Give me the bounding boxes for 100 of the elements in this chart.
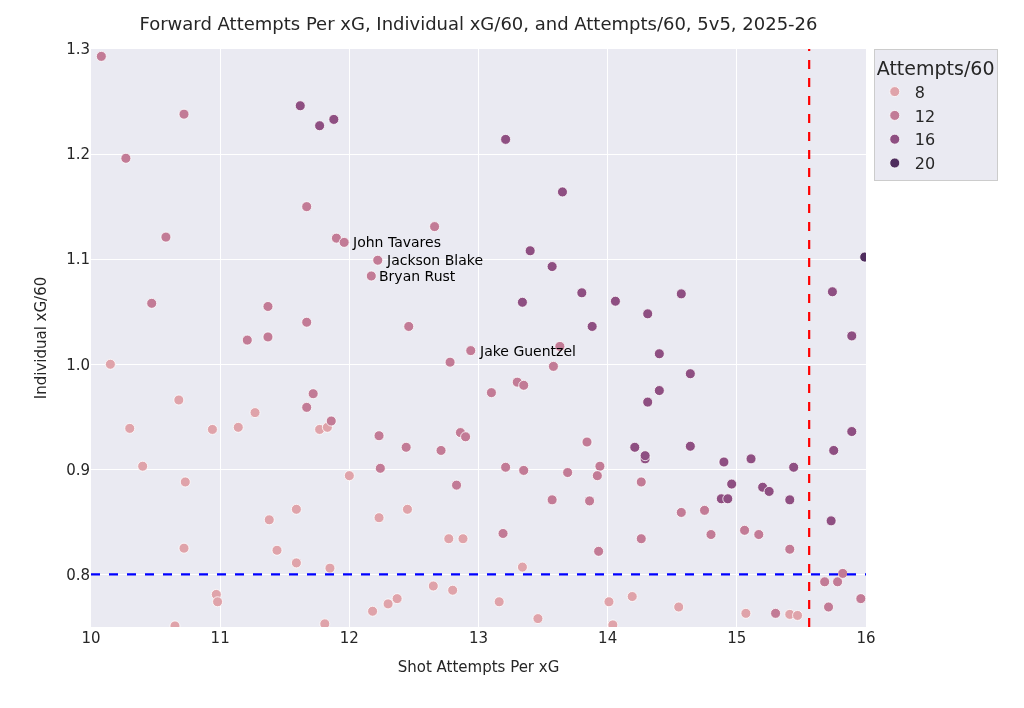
- point: [338, 236, 350, 248]
- point: [722, 493, 734, 505]
- point: [457, 533, 469, 545]
- point: [290, 503, 302, 515]
- point: [294, 100, 306, 112]
- y-tick-label: 1.1: [66, 250, 90, 269]
- point: [374, 462, 386, 474]
- point: [593, 545, 605, 557]
- point: [325, 415, 337, 427]
- point: [532, 613, 544, 624]
- point: [642, 396, 654, 408]
- legend-title: Attempts/60: [876, 56, 995, 79]
- point: [262, 331, 274, 343]
- point: [837, 568, 849, 579]
- point: [262, 301, 274, 312]
- point: [328, 114, 340, 125]
- point: [576, 287, 588, 299]
- point: [832, 576, 843, 588]
- point: [626, 591, 638, 602]
- point: [635, 476, 647, 488]
- legend-label: 12: [914, 106, 936, 126]
- point: [718, 456, 730, 468]
- point: [753, 529, 765, 540]
- point: [855, 593, 866, 605]
- point: [486, 387, 497, 399]
- y-tick-label: 0.8: [66, 565, 90, 584]
- point: [675, 288, 687, 300]
- point: [825, 515, 837, 527]
- point: [684, 368, 696, 380]
- point: [301, 401, 313, 413]
- point: [249, 407, 261, 419]
- point: [460, 431, 471, 443]
- point: [465, 345, 477, 357]
- point: [444, 356, 456, 368]
- point: [500, 133, 512, 145]
- point: [642, 308, 654, 320]
- point: [372, 254, 384, 266]
- annotation: John Tavares: [352, 234, 441, 250]
- annotation: Jackson Blake: [386, 252, 483, 268]
- point: [726, 478, 738, 490]
- point: [402, 503, 413, 515]
- point: [673, 601, 685, 613]
- point: [792, 610, 803, 621]
- point: [160, 231, 172, 243]
- point: [343, 470, 355, 482]
- point: [517, 296, 528, 308]
- point: [179, 476, 191, 488]
- point: [557, 186, 568, 198]
- y-axis-title: Individual xG/60: [32, 276, 51, 400]
- point: [120, 152, 132, 164]
- point: [763, 486, 775, 497]
- point: [435, 445, 447, 456]
- y-tick-label: 0.9: [66, 460, 90, 479]
- point: [653, 385, 665, 396]
- point: [517, 561, 528, 573]
- point: [271, 544, 283, 556]
- point: [95, 50, 107, 62]
- point: [232, 421, 244, 433]
- point: [301, 316, 313, 328]
- point: [524, 245, 536, 257]
- point: [173, 394, 185, 406]
- point: [497, 528, 509, 539]
- point: [290, 557, 302, 569]
- point: [823, 601, 834, 613]
- x-tick-label: 15: [727, 629, 747, 647]
- point: [705, 529, 717, 540]
- point: [584, 495, 595, 507]
- point: [391, 593, 403, 605]
- legend-label: 16: [914, 130, 936, 150]
- point: [629, 441, 641, 453]
- point: [382, 598, 394, 610]
- point: [518, 379, 530, 391]
- point: [137, 460, 149, 472]
- point: [331, 232, 342, 244]
- point: [403, 321, 415, 332]
- point: [740, 607, 752, 619]
- point: [427, 580, 439, 592]
- point: [212, 596, 223, 608]
- point: [307, 388, 319, 400]
- point: [546, 494, 558, 506]
- x-tick-label: 10: [81, 629, 101, 647]
- point: [373, 512, 385, 524]
- annotation: Bryan Rust: [379, 268, 456, 284]
- point: [263, 514, 275, 526]
- point: [591, 470, 603, 482]
- point: [429, 221, 440, 232]
- point: [586, 321, 598, 332]
- x-tick-label: 16: [856, 629, 876, 647]
- point: [581, 436, 593, 448]
- point: [447, 584, 459, 596]
- point: [788, 461, 800, 473]
- point: [548, 360, 559, 372]
- point: [653, 348, 665, 360]
- point: [546, 261, 558, 272]
- x-axis-title: Shot Attempts Per xG: [397, 658, 560, 676]
- point: [365, 270, 377, 282]
- point: [373, 430, 385, 442]
- legend-label: 20: [914, 154, 936, 174]
- point: [745, 453, 757, 465]
- point: [770, 607, 781, 619]
